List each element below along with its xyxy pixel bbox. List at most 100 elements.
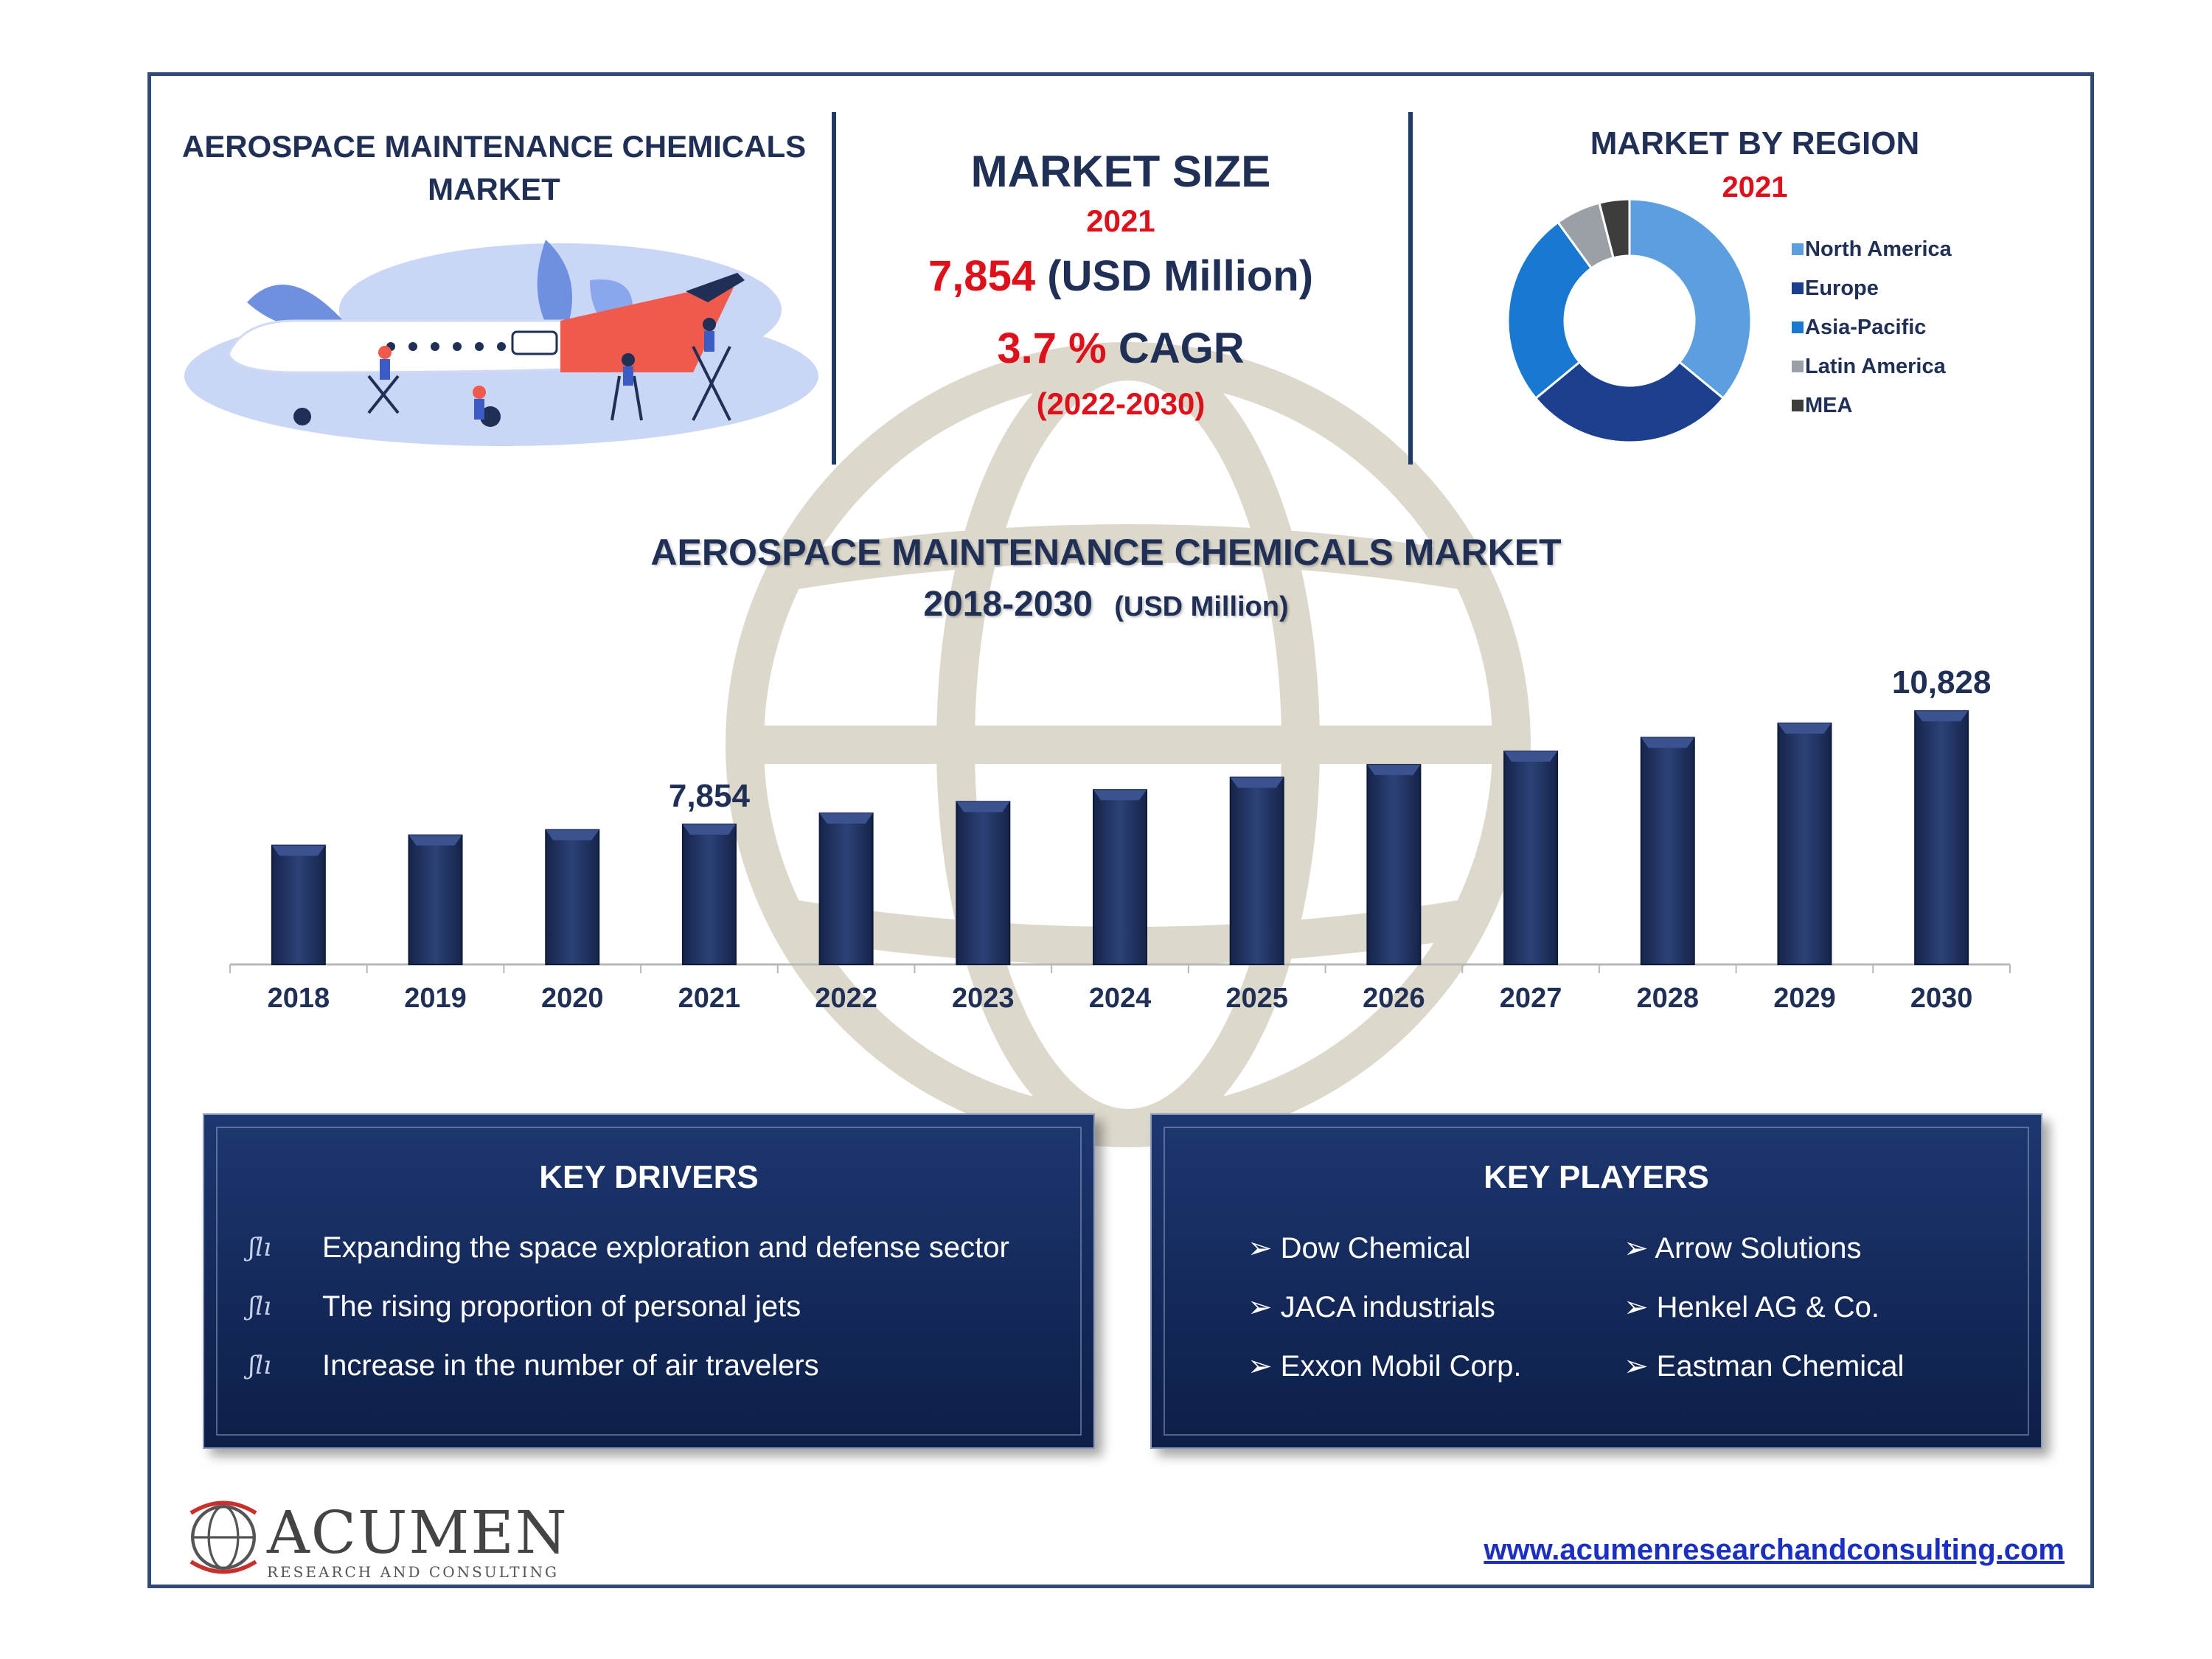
bar-2028 [1640, 737, 1695, 965]
x-tick-label: 2030 [1910, 983, 1973, 1014]
market-size-year: 2021 [1086, 204, 1155, 238]
website-link[interactable]: www.acumenresearchandconsulting.com [1484, 1534, 2065, 1566]
bar-cap [1093, 790, 1147, 801]
bar-cap [1915, 711, 1969, 722]
donut-slice-mea [1598, 198, 1631, 260]
region-donut-chart [1506, 198, 1753, 444]
bar-2025 [1229, 776, 1284, 965]
cagr-line: 3.7 % CAGR [841, 310, 1401, 387]
cagr-label: CAGR [1118, 324, 1245, 372]
player-name: Exxon Mobil Corp. [1280, 1350, 1522, 1382]
donut-slice-asia-pacific [1506, 220, 1593, 400]
legend-label: Europe [1805, 276, 1879, 300]
legend-swatch [1792, 243, 1804, 255]
bar-2024 [1093, 789, 1147, 965]
market-size-title: MARKET SIZE [970, 147, 1271, 196]
market-size-value-line: 7,854 (USD Million) [841, 243, 1401, 310]
bar-cap [682, 824, 736, 835]
bar-2022 [818, 812, 874, 965]
bar-2018 [271, 844, 326, 966]
market-size-block: MARKET SIZE 2021 7,854 (USD Million) 3.7… [841, 144, 1401, 421]
left-title-line1: AEROSPACE MAINTENANCE CHEMICALS [181, 129, 807, 164]
key-players-panel-border [1164, 1127, 2029, 1436]
legend-swatch [1792, 282, 1804, 294]
x-tick-label: 2019 [404, 983, 467, 1014]
legend-swatch [1792, 361, 1804, 372]
key-players-title: KEY PLAYERS [1484, 1159, 1709, 1195]
bar-cap [271, 845, 325, 856]
bar-chart-unit: (USD Million) [1114, 591, 1289, 622]
market-size-unit: (USD Million) [1047, 252, 1314, 300]
x-tick-label: 2025 [1225, 983, 1288, 1014]
x-tick-label: 2018 [268, 983, 330, 1014]
bar-2030 [1914, 710, 1969, 965]
player-name: Dow Chemical [1280, 1232, 1471, 1265]
driver-bullet-icon: ʃlı [248, 1351, 271, 1380]
bar-2020 [545, 829, 600, 965]
x-tick-label: 2024 [1089, 983, 1152, 1014]
bar-data-label: 10,828 [1892, 664, 1992, 700]
bar-2019 [408, 834, 463, 965]
bar-cap [408, 835, 462, 846]
driver-item: The rising proportion of personal jets [322, 1290, 801, 1323]
market-bar-chart: 2018 2019 2020 2021 7,854 2022 2023 2024 2025 202… [229, 664, 2011, 1014]
key-drivers-title: KEY DRIVERS [539, 1159, 759, 1195]
key-players-panel: KEY PLAYERS ➢ Dow Chemical ➢ JACA indust… [1150, 1113, 2042, 1449]
airplane-maintenance-illustration-icon [184, 240, 818, 446]
player-item: ➢ Arrow Solutions [1624, 1232, 1862, 1265]
market-size-value: 7,854 [928, 252, 1036, 300]
left-title-line2: MARKET [428, 172, 560, 206]
legend-label: North America [1805, 237, 1952, 261]
x-tick-label: 2023 [952, 983, 1015, 1014]
bar-cap [1778, 723, 1832, 734]
cagr-value: 3.7 % [997, 324, 1107, 372]
bar-cap [819, 813, 873, 824]
legend-swatch [1792, 321, 1804, 333]
bar-cap [1641, 737, 1694, 748]
bar-2029 [1777, 722, 1832, 966]
key-drivers-panel-border [216, 1127, 1082, 1436]
driver-item: Increase in the number of air travelers [322, 1349, 819, 1382]
bar-chart-subtitle: 2018-2030 [923, 585, 1093, 624]
bar-cap [1230, 777, 1284, 788]
player-item: ➢ Eastman Chemical [1624, 1350, 1905, 1382]
x-tick-label: 2027 [1500, 983, 1562, 1014]
x-tick-label: 2021 [678, 983, 741, 1014]
x-tick-label: 2028 [1636, 983, 1699, 1014]
bar-2027 [1503, 751, 1559, 965]
x-tick-label: 2022 [815, 983, 877, 1014]
player-name: Arrow Solutions [1655, 1232, 1862, 1265]
divider-left [832, 112, 836, 465]
player-name: JACA industrials [1280, 1291, 1495, 1324]
player-item: ➢ Henkel AG & Co. [1624, 1291, 1880, 1324]
bar-cap [1367, 765, 1421, 776]
driver-item: Expanding the space exploration and defe… [322, 1231, 1009, 1264]
globe-watermark-icon [726, 342, 1531, 1147]
region-title: MARKET BY REGION [1590, 125, 1920, 161]
player-name: Henkel AG & Co. [1656, 1291, 1880, 1324]
x-tick-label: 2029 [1773, 983, 1836, 1014]
bar-2026 [1366, 764, 1422, 965]
left-title: AEROSPACE MAINTENANCE CHEMICALS MARKET [162, 125, 826, 211]
donut-slice-europe [1534, 360, 1725, 444]
bar-2023 [956, 801, 1011, 965]
x-tick-label: 2020 [541, 983, 604, 1014]
divider-right [1408, 112, 1413, 465]
key-drivers-panel: KEY DRIVERS ʃlı Expanding the space expl… [203, 1113, 1095, 1449]
bar-cap [1504, 751, 1558, 762]
x-tick-label: 2026 [1363, 983, 1425, 1014]
logo-name: ACUMEN [267, 1498, 568, 1567]
driver-bullet-icon: ʃlı [248, 1233, 271, 1262]
legend-label: Latin America [1805, 355, 1946, 378]
bar-cap [546, 830, 599, 841]
logo-tagline: RESEARCH AND CONSULTING [267, 1563, 560, 1581]
bar-chart-subtitle-line: 2018-2030 (USD Million) [516, 584, 1696, 625]
legend-swatch [1792, 400, 1804, 411]
player-name: Eastman Chemical [1656, 1350, 1905, 1382]
bar-chart-title: AEROSPACE MAINTENANCE CHEMICALS MARKET [650, 532, 1562, 573]
infographic-frame [147, 72, 2094, 1588]
region-year: 2021 [1722, 171, 1788, 204]
driver-bullet-icon: ʃlı [248, 1292, 271, 1321]
bar-data-label: 7,854 [669, 778, 751, 814]
donut-slice-north-america [1628, 198, 1753, 400]
